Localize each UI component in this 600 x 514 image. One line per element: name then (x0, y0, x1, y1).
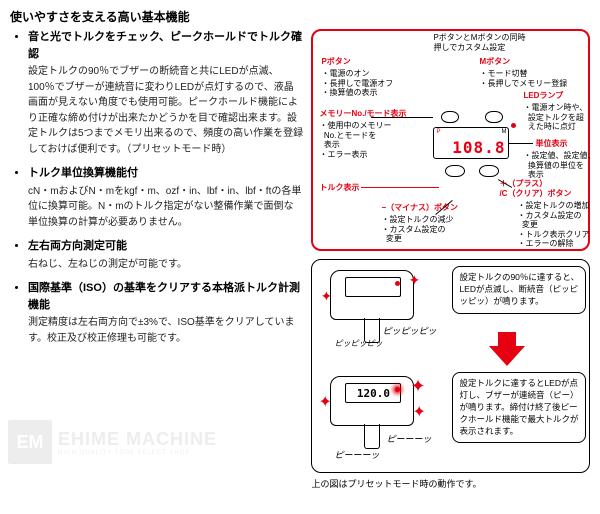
beep-2b: ピーーーッ (386, 432, 431, 445)
bullet-4: 国際基準（ISO）の基準をクリアする本格派トルク計測機能 測定精度は左右両方向で… (28, 280, 303, 346)
led-lamp-shape (511, 123, 516, 128)
leader-unit (509, 143, 533, 144)
beep-2: ピーーーッ (334, 448, 379, 461)
plus-button-items: ・設定トルクの増加 ・カスタム設定の 変更 ・トルク表示クリア ・エラーの解除 (517, 201, 589, 249)
minus-button-lines: ・設定トルクの減少 ・カスタム設定の 変更 (381, 215, 453, 244)
bullet-2-body: cN・mおよびN・mをkgf・m、ozf・in、lbf・in、lbf・ftの各単… (28, 184, 303, 231)
button-diagram-panel: PボタンとMボタンの同時 押しでカスタム設定 Pボタン ・電源のオン ・長押しで… (311, 29, 590, 251)
led-lamp-label: LEDランプ (523, 91, 563, 101)
bullet-4-title: 国際基準（ISO）の基準をクリアする本格派トルク計測機能 (28, 282, 300, 311)
spark-2a: ✦ (410, 376, 425, 397)
m-button-lines: ・モード切替 ・長押しでメモリー登録 (479, 69, 567, 88)
top-note: PボタンとMボタンの同時 押しでカスタム設定 (433, 33, 525, 52)
panel-caption: 上の図はプリセットモード時の動作です。 (311, 477, 590, 490)
device2-lcd: 120.0 (345, 383, 401, 403)
operation-panel: ✦ ✦ ピッピッピッ ピッピッピッ 設定トルクの90％に達すると、LEDが点滅し… (311, 259, 590, 473)
device-100pct: 120.0 (330, 376, 414, 426)
unit-display-label: 単位表示 (535, 139, 567, 149)
plus-button-label: ＋（プラス） /C（クリア）ボタン (499, 179, 571, 198)
lcd-m-indicator: M (501, 129, 506, 135)
p-button-shape (441, 111, 459, 123)
textbox-100pct: 設定トルクに達するとLEDが点灯し、ブザーが連続音（ピー）が鳴ります。締付け終了… (452, 372, 586, 443)
minus-button-shape (445, 165, 465, 177)
feature-list: 音と光でトルクをチェック、ピークホールドでトルク確認 設定トルクの90％でブザー… (10, 29, 303, 490)
m-button-shape (485, 111, 503, 123)
arrow-down-icon (489, 346, 525, 366)
spark-2c: ✦ (318, 392, 331, 412)
spark-1a: ✦ (408, 272, 420, 289)
p-button-lines: ・電源のオン ・長押しで電源オフ ・換算値の表示 (321, 69, 393, 98)
bullet-1: 音と光でトルクをチェック、ピークホールドでトルク確認 設定トルクの90％でブザー… (28, 29, 303, 157)
beep-1: ピッピッピッ (382, 324, 436, 337)
leader-memory (371, 117, 433, 118)
device1-lcd (345, 277, 401, 297)
p-button-label: Pボタン (321, 57, 350, 67)
bullet-2-title: トルク単位換算機能付 (28, 167, 138, 179)
device-90pct (330, 270, 414, 320)
bullet-3-body: 右ねじ、左ねじの測定が可能です。 (28, 257, 303, 273)
beep-1b: ピッピッピッ (334, 338, 382, 349)
leader-torque (361, 187, 439, 188)
lcd-display: P M 108.8 (433, 127, 509, 159)
bullet-3: 左右両方向測定可能 右ねじ、左ねじの測定が可能です。 (28, 238, 303, 272)
lcd-p-indicator: P (436, 129, 440, 135)
bullet-1-body: 設定トルクの90％でブザーの断続音と共にLEDが点滅、100％でブザーが連続音に… (28, 64, 303, 157)
unit-display-lines: ・設定値、設定値、 換算値の単位を 表示 (523, 151, 595, 180)
torque-label: トルク表示 (319, 183, 359, 193)
spark-2b: ✦ (412, 402, 425, 422)
lcd-value: 108.8 (452, 138, 505, 157)
spark-1b: ✦ (320, 288, 332, 305)
bullet-1-title: 音と光でトルクをチェック、ピークホールドでトルク確認 (28, 31, 302, 60)
bullet-4-body: 測定精度は左右両方向で±3%で、ISO基準をクリアしています。校正及び校正修理も… (28, 315, 303, 346)
bullet-2: トルク単位換算機能付 cN・mおよびN・mをkgf・m、ozf・in、lbf・i… (28, 165, 303, 230)
main-title: 使いやすさを支える高い基本機能 (10, 8, 590, 25)
plus-button-shape (479, 165, 499, 177)
arrow-stem (498, 332, 516, 346)
bullet-3-title: 左右両方向測定可能 (28, 240, 127, 252)
led-lamp-lines: ・電源オン時や、 設定トルクを超 えた時に点灯 (523, 103, 587, 132)
m-button-label: Mボタン (479, 57, 510, 67)
textbox-90pct: 設定トルクの90％に達すると、LEDが点滅し、断続音（ピッピッピッ）が鳴ります。 (452, 266, 586, 314)
memory-lines: ・使用中のメモリー No.とモードを 表示 ・エラー表示 (319, 121, 391, 159)
